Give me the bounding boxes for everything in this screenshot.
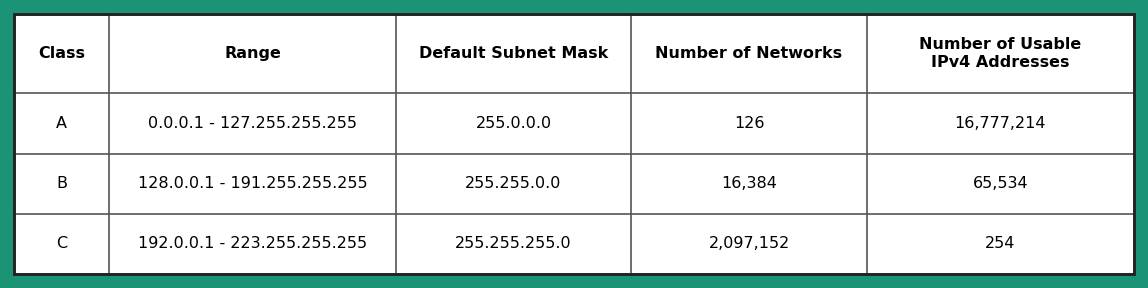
Text: C: C [56,236,68,251]
Text: 16,384: 16,384 [721,176,777,191]
Text: 2,097,152: 2,097,152 [708,236,790,251]
Text: Class: Class [38,46,85,61]
Text: 126: 126 [734,116,765,131]
Text: 192.0.0.1 - 223.255.255.255: 192.0.0.1 - 223.255.255.255 [138,236,367,251]
Text: 254: 254 [985,236,1016,251]
Text: Range: Range [224,46,281,61]
Text: 255.255.255.0: 255.255.255.0 [456,236,572,251]
Text: 255.0.0.0: 255.0.0.0 [475,116,551,131]
Text: 128.0.0.1 - 191.255.255.255: 128.0.0.1 - 191.255.255.255 [138,176,367,191]
Text: Default Subnet Mask: Default Subnet Mask [419,46,608,61]
Text: 0.0.0.1 - 127.255.255.255: 0.0.0.1 - 127.255.255.255 [148,116,357,131]
Text: 16,777,214: 16,777,214 [955,116,1046,131]
Text: A: A [56,116,68,131]
Text: Number of Networks: Number of Networks [656,46,843,61]
Text: Number of Usable
IPv4 Addresses: Number of Usable IPv4 Addresses [920,37,1081,70]
Text: B: B [56,176,68,191]
Text: 255.255.0.0: 255.255.0.0 [465,176,561,191]
Text: 65,534: 65,534 [972,176,1029,191]
